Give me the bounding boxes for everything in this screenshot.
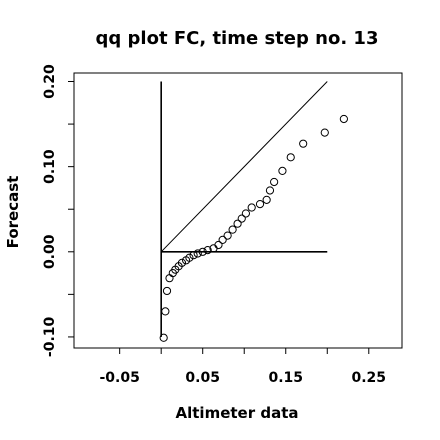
x-axis-label: Altimeter data (176, 404, 299, 422)
x-tick-label: 0.25 (352, 370, 387, 386)
data-point (203, 245, 212, 255)
data-point (233, 219, 242, 228)
y-tick-label: 0.10 (42, 149, 58, 184)
data-point (339, 114, 348, 124)
x-tick-label: -0.05 (99, 370, 139, 386)
data-point (162, 286, 172, 296)
y-axis-label: Forecast (4, 176, 22, 249)
y-tick-label: -0.10 (42, 317, 58, 358)
data-point (320, 128, 329, 137)
data-point (159, 333, 168, 342)
data-point (189, 251, 198, 260)
data-point (228, 225, 237, 234)
x-tick-label: 0.15 (268, 370, 303, 386)
data-point (278, 166, 287, 176)
data-point (198, 247, 207, 256)
reference-line (160, 81, 328, 253)
data-point (262, 195, 271, 204)
data-points (159, 114, 348, 342)
data-point (214, 240, 223, 250)
data-point (165, 274, 174, 283)
reference-lines (160, 81, 328, 337)
data-point (286, 153, 295, 162)
y-tick-label: 0.20 (42, 64, 58, 99)
plot-frame (73, 72, 403, 349)
data-point (185, 253, 194, 262)
data-point (223, 231, 232, 240)
data-point (161, 307, 170, 316)
data-point (255, 200, 265, 209)
data-point (218, 235, 227, 244)
data-point (299, 139, 308, 148)
data-point (177, 258, 187, 267)
data-point (241, 209, 250, 218)
y-tick-label: 0.00 (42, 234, 58, 269)
data-point (247, 203, 256, 212)
chart-title: qq plot FC, time step no. 13 (96, 28, 379, 49)
y-axis: -0.10 0.00 0.10 0.20 (42, 64, 74, 357)
data-point (270, 177, 279, 187)
x-tick-label: 0.05 (185, 370, 220, 386)
data-point (237, 214, 246, 223)
data-point (193, 249, 202, 258)
x-axis: -0.05 0.05 0.15 0.25 (99, 348, 386, 386)
data-point (265, 186, 275, 195)
